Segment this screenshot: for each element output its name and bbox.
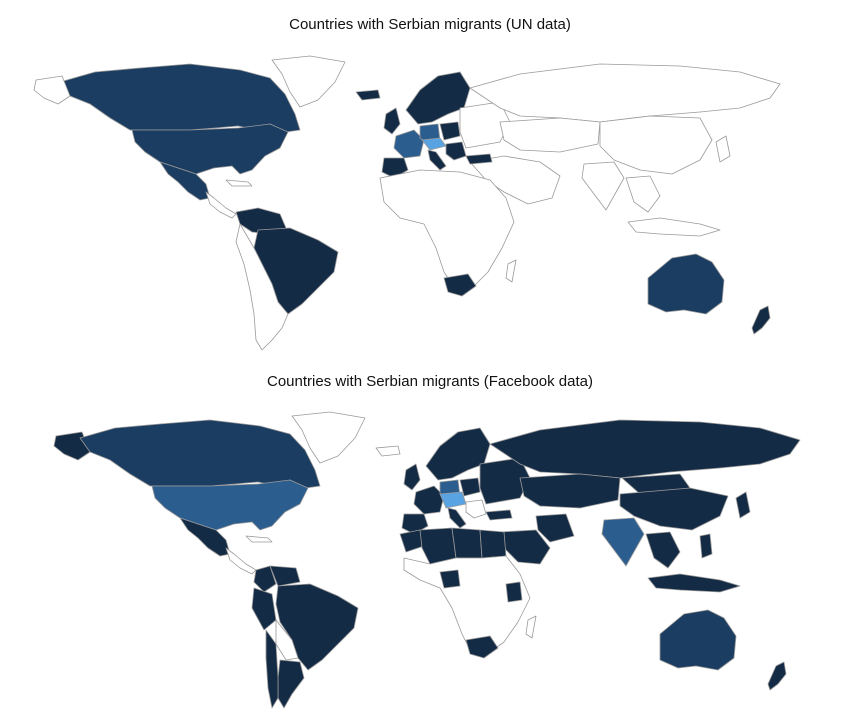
fb-country-iran: [535, 513, 575, 543]
un-country-alaska: [33, 75, 71, 105]
fb-country-indonesia: [647, 573, 741, 593]
fb-country-kenya: [505, 581, 523, 603]
fb-country-japan: [735, 491, 751, 519]
un-country-south-america-other: [235, 223, 289, 351]
fb-country-china: [619, 487, 729, 531]
fb-country-kazakhstan: [519, 473, 621, 509]
un-country-russia: [469, 63, 781, 123]
un-country-cuba: [225, 179, 253, 187]
un-country-south-africa: [443, 273, 477, 297]
fb-country-cuba: [245, 535, 273, 543]
fb-world-map: [53, 411, 801, 709]
fb-country-south-africa: [465, 635, 499, 659]
fb-country-scandinavia: [425, 427, 491, 481]
un-country-balkans: [445, 141, 467, 161]
fb-country-chile: [265, 629, 279, 709]
fb-country-thailand: [645, 531, 681, 569]
fb-country-colombia: [253, 565, 277, 593]
fb-country-new-zealand: [767, 661, 787, 691]
fb-country-philippines: [699, 533, 713, 559]
fb-country-madagascar: [525, 615, 537, 639]
un-country-china: [599, 115, 713, 175]
fb-country-poland: [459, 477, 481, 497]
un-country-japan: [715, 135, 731, 163]
fb-country-italy: [447, 507, 467, 529]
un-country-united-kingdom: [383, 107, 401, 135]
fb-country-united-states: [151, 479, 309, 531]
un-map-title: Countries with Serbian migrants (UN data…: [289, 16, 571, 33]
fb-country-algeria: [419, 527, 457, 565]
fb-country-united-kingdom: [403, 463, 421, 491]
fb-country-central-america: [225, 547, 257, 575]
un-country-india: [581, 161, 625, 211]
fb-country-argentina: [277, 659, 305, 709]
fb-country-africa-other: [403, 555, 531, 655]
un-country-indonesia: [627, 217, 721, 237]
un-country-canada: [49, 63, 301, 133]
fb-country-canada: [79, 419, 321, 489]
un-country-central-america: [205, 191, 237, 219]
un-country-mexico: [159, 161, 211, 201]
fb-country-australia: [659, 609, 737, 671]
fb-country-nigeria: [439, 569, 461, 589]
un-country-madagascar: [505, 259, 517, 283]
un-country-united-states: [131, 123, 289, 175]
fb-map-title: Countries with Serbian migrants (Faceboo…: [267, 373, 593, 390]
un-country-france: [393, 129, 425, 159]
fb-country-alaska: [53, 431, 91, 461]
un-country-iceland: [355, 89, 381, 101]
un-world-map: [33, 55, 781, 351]
un-country-italy: [427, 149, 447, 171]
fb-country-france: [413, 485, 445, 515]
un-country-central-asia: [499, 117, 601, 153]
un-country-new-zealand: [751, 305, 771, 335]
un-country-austria: [421, 137, 447, 151]
un-country-greenland: [271, 55, 346, 108]
fb-country-austria: [439, 491, 467, 509]
fb-country-greenland: [291, 411, 366, 464]
fb-country-peru: [251, 587, 277, 631]
fb-country-venezuela: [269, 565, 301, 587]
un-country-scandinavia: [405, 71, 471, 125]
fb-country-brazil: [275, 583, 359, 671]
fb-country-india: [601, 517, 645, 567]
un-country-southeast-asia: [625, 175, 661, 213]
fb-country-libya: [451, 527, 483, 559]
un-country-turkey: [465, 153, 493, 165]
fb-country-egypt: [479, 529, 507, 559]
fb-country-balkans: [465, 499, 487, 519]
fb-country-mexico: [179, 517, 231, 557]
fb-country-bolivia: [275, 619, 299, 661]
un-country-africa: [379, 169, 515, 291]
fb-country-russia: [489, 419, 801, 479]
fb-country-turkey: [485, 509, 513, 521]
un-country-poland: [439, 121, 461, 141]
un-country-australia: [647, 253, 725, 315]
fb-country-iceland: [375, 445, 401, 457]
